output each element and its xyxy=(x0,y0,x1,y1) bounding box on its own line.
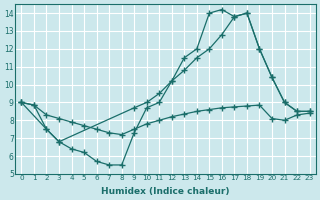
X-axis label: Humidex (Indice chaleur): Humidex (Indice chaleur) xyxy=(101,187,230,196)
